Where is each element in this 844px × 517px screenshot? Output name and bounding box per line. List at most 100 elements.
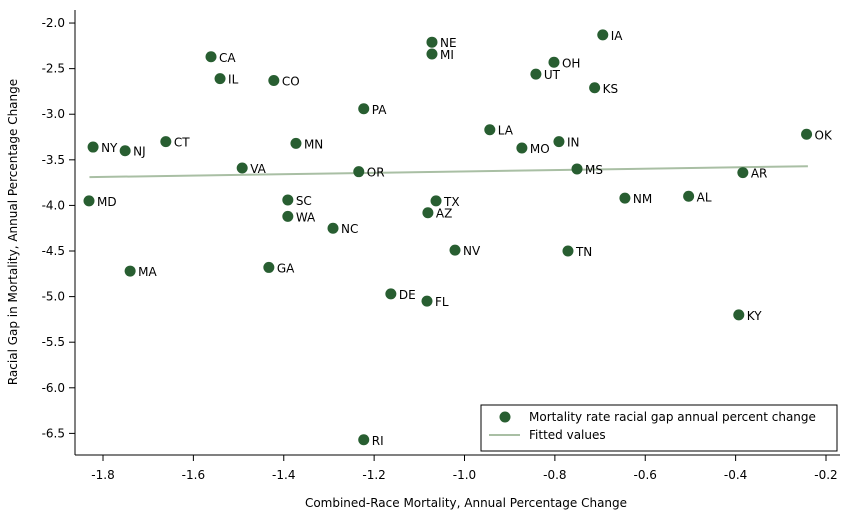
point-label-ca: CA [219, 51, 236, 65]
point-label-ar: AR [751, 167, 768, 181]
data-point-ar [737, 167, 749, 179]
point-label-de: DE [399, 288, 416, 302]
point-label-ne: NE [440, 36, 457, 50]
data-point-ms [571, 163, 583, 175]
y-tick-label: -3.5 [42, 153, 65, 167]
y-tick-label: -2.5 [42, 62, 65, 76]
x-tick-label: -1.0 [453, 468, 476, 482]
data-point-co [268, 74, 280, 86]
point-label-ct: CT [174, 136, 190, 150]
x-tick-label: -1.8 [91, 468, 114, 482]
y-tick-label: -5.0 [42, 290, 65, 304]
axes: -1.8 -1.6 -1.4 -1.2 -1.0 -0.8 -0.6 -0.4 -0.2 -2.0… [42, 10, 840, 482]
data-point-fl [421, 295, 433, 307]
data-point-az [422, 207, 434, 219]
data-point-il [214, 73, 226, 85]
x-tick-label: -1.4 [272, 468, 295, 482]
point-label-va: VA [250, 162, 266, 176]
data-point-sc [282, 194, 294, 206]
point-label-md: MD [97, 195, 117, 209]
point-label-fl: FL [435, 295, 449, 309]
point-label-ut: UT [544, 68, 561, 82]
point-label-nc: NC [341, 222, 358, 236]
data-point-mo [516, 142, 528, 154]
point-label-ia: IA [611, 29, 624, 43]
point-label-al: AL [697, 190, 712, 204]
point-label-mn: MN [304, 137, 323, 151]
data-point-ok [801, 128, 813, 140]
x-tick-label: -0.8 [543, 468, 566, 482]
data-point-la [484, 124, 496, 136]
point-label-ga: GA [277, 261, 295, 275]
data-point-pa [358, 103, 370, 115]
point-label-ma: MA [138, 265, 157, 279]
point-label-tx: TX [443, 195, 460, 209]
point-label-tn: TN [575, 245, 592, 259]
y-tick-label: -2.0 [42, 16, 65, 30]
data-point-ma [124, 265, 136, 277]
data-point-tn [562, 245, 574, 257]
data-point-ga [263, 261, 275, 273]
point-label-ky: KY [747, 309, 762, 323]
y-tick-label: -4.5 [42, 244, 65, 258]
point-label-ms: MS [585, 163, 603, 177]
data-point-ct [160, 136, 172, 148]
data-point-nc [327, 222, 339, 234]
data-point-ne [426, 36, 438, 48]
data-point-al [683, 190, 695, 202]
point-label-ks: KS [603, 82, 619, 96]
data-point-wa [282, 210, 294, 222]
point-label-in: IN [567, 136, 580, 150]
point-label-nv: NV [463, 244, 481, 258]
x-tick-label: -1.2 [362, 468, 385, 482]
legend: Mortality rate racial gap annual percent… [480, 404, 838, 452]
point-label-sc: SC [296, 194, 312, 208]
point-label-nm: NM [633, 192, 652, 206]
point-label-il: IL [228, 73, 239, 87]
legend-box [480, 404, 838, 452]
data-point-ks [589, 82, 601, 94]
data-point-md [83, 195, 95, 207]
data-point-nv [449, 244, 461, 256]
y-tick-label: -5.5 [42, 335, 65, 349]
data-point-ut [530, 68, 542, 80]
legend-marker-points [499, 411, 511, 423]
y-tick-label: -6.0 [42, 381, 65, 395]
x-axis-label: Combined-Race Mortality, Annual Percenta… [305, 496, 627, 510]
data-point-in [553, 136, 565, 148]
legend-label-fit: Fitted values [529, 428, 606, 442]
point-label-oh: OH [562, 56, 580, 70]
point-label-az: AZ [436, 207, 452, 221]
y-tick-label: -6.5 [42, 426, 65, 440]
point-label-ok: OK [815, 128, 833, 142]
data-point-ca [205, 51, 217, 63]
point-label-mo: MO [530, 142, 550, 156]
point-label-mi: MI [440, 48, 454, 62]
x-tick-label: -0.4 [724, 468, 747, 482]
point-label-nj: NJ [133, 145, 146, 159]
data-point-de [385, 288, 397, 300]
x-tick-label: -1.6 [182, 468, 205, 482]
point-label-co: CO [282, 74, 300, 88]
x-tick-label: -0.2 [814, 468, 837, 482]
data-point-tx [430, 195, 442, 207]
data-point-ky [733, 309, 745, 321]
data-point-ny [87, 141, 99, 153]
point-label-la: LA [498, 124, 514, 138]
data-point-oh [548, 56, 560, 68]
point-label-ri: RI [372, 434, 384, 448]
y-tick-label: -3.0 [42, 107, 65, 121]
point-label-pa: PA [372, 103, 387, 117]
data-point-mn [290, 137, 302, 149]
point-label-or: OR [367, 166, 385, 180]
point-label-ny: NY [101, 141, 118, 155]
x-tick-label: -0.6 [634, 468, 657, 482]
y-axis-label: Racial Gap in Mortality, Annual Percenta… [6, 79, 20, 385]
data-point-va [236, 162, 248, 174]
data-point-ri [358, 434, 370, 446]
y-tick-label: -4.0 [42, 198, 65, 212]
fitted-line [89, 165, 808, 179]
data-point-nj [119, 145, 131, 157]
